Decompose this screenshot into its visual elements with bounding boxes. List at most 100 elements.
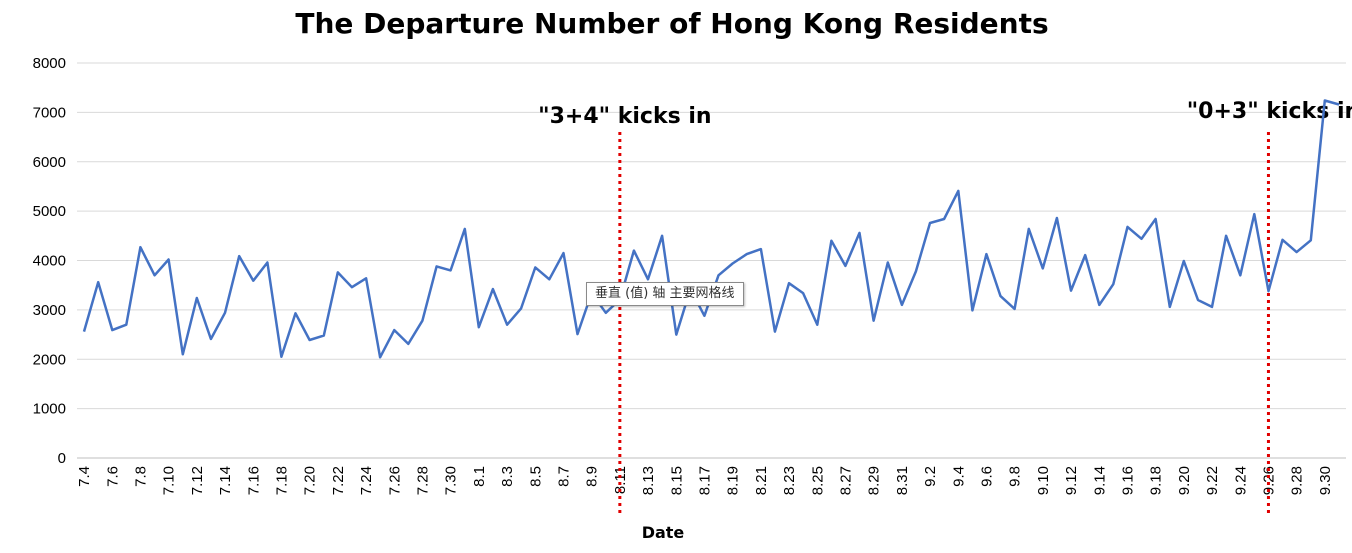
data-point [717,273,721,277]
data-point [547,277,551,281]
x-tick-label: 8.5 [527,466,544,487]
data-point [1309,238,1313,242]
data-point [181,352,185,356]
data-point [1097,303,1101,307]
data-point [1125,225,1129,229]
y-tick-label: 6000 [33,154,66,171]
y-tick-label: 8000 [33,55,66,72]
series-line [82,99,1340,359]
data-point [265,260,269,264]
series-lines [82,99,1341,359]
data-point [124,323,128,327]
data-point [604,311,608,315]
x-tick-label: 7.8 [132,466,149,487]
x-tick-label: 7.22 [330,466,347,495]
x-tick-label: 9.18 [1148,466,1165,495]
data-point [1055,216,1059,220]
data-point [322,334,326,338]
data-point [110,328,114,332]
annotation-label: "3+4" kicks in [538,104,711,129]
data-point [928,221,932,225]
x-tick-label: 8.1 [471,466,488,487]
data-point [378,355,382,359]
y-tick-label: 3000 [33,302,66,319]
data-point [731,261,735,265]
data-point [829,239,833,243]
y-tick-label: 0 [58,450,66,467]
data-point [336,270,340,274]
y-tick-label: 1000 [33,401,66,418]
data-point [1013,307,1017,311]
data-point [491,287,495,291]
gridlines [77,62,1346,410]
x-tick-label: 9.6 [978,466,995,487]
data-point [759,247,763,251]
chart-title: The Departure Number of Hong Kong Reside… [295,7,1048,40]
x-tick-label: 7.10 [161,466,178,495]
data-point [1083,253,1087,257]
x-tick-label: 7.4 [76,466,93,487]
data-point [702,314,706,318]
y-tick-label: 2000 [33,351,66,368]
x-tick-label: 9.12 [1063,466,1080,495]
data-point [787,281,791,285]
data-point [420,319,424,323]
x-tick-label: 7.20 [302,466,319,495]
data-point [1154,217,1158,221]
data-point [1196,298,1200,302]
x-tick-label: 7.26 [386,466,403,495]
x-tick-label: 8.19 [725,466,742,495]
data-point [1041,266,1045,270]
data-point [900,303,904,307]
data-point [942,217,946,221]
data-point [858,231,862,235]
x-tick-label: 8.11 [612,466,629,494]
data-point [406,342,410,346]
data-point [1069,289,1073,293]
x-tick-label: 7.12 [189,466,206,495]
x-tick-label: 8.15 [668,466,685,495]
x-tick-label: 8.25 [809,466,826,495]
x-tick-label: 7.14 [217,466,234,495]
x-tick-label: 8.9 [584,466,601,487]
x-tick-label: 9.30 [1317,466,1334,495]
data-point [872,319,876,323]
data-point [1266,289,1270,293]
data-point [1168,305,1172,309]
x-tick-label: 7.24 [358,466,375,495]
data-point [660,234,664,238]
y-axis-tick-labels: 0 1000 2000 3000 4000 5000 6000 7000 8000 [33,55,66,467]
x-tick-label: 9.20 [1176,466,1193,495]
data-point [294,311,298,315]
x-tick-label: 9.24 [1232,466,1249,495]
data-point [96,280,100,284]
x-tick-label: 9.10 [1035,466,1052,495]
data-point [463,227,467,231]
data-point [984,252,988,256]
data-point [167,258,171,262]
data-point [1337,102,1341,106]
data-point [364,276,368,280]
x-tick-label: 8.27 [837,466,854,495]
x-tick-label: 7.6 [104,466,121,487]
x-tick-label: 8.31 [894,466,911,495]
data-point [773,330,777,334]
x-axis-tick-labels: 7.4 7.6 7.8 7.10 7.12 7.14 7.16 7.18 7.20 7.22 7.2… [76,466,1334,495]
data-point [745,252,749,256]
data-point [561,251,565,255]
x-tick-label: 8.23 [781,466,798,495]
data-point [251,279,255,283]
data-point [477,325,481,329]
x-tick-label: 7.16 [245,466,262,495]
x-tick-label: 7.30 [443,466,460,495]
data-point [576,332,580,336]
data-point [1210,305,1214,309]
x-tick-label: 9.14 [1091,466,1108,495]
data-point [505,323,509,327]
x-tick-label: 7.18 [273,466,290,495]
x-tick-label: 9.22 [1204,466,1221,495]
data-point [237,254,241,258]
data-point [1140,237,1144,241]
x-tick-label: 8.13 [640,466,657,495]
